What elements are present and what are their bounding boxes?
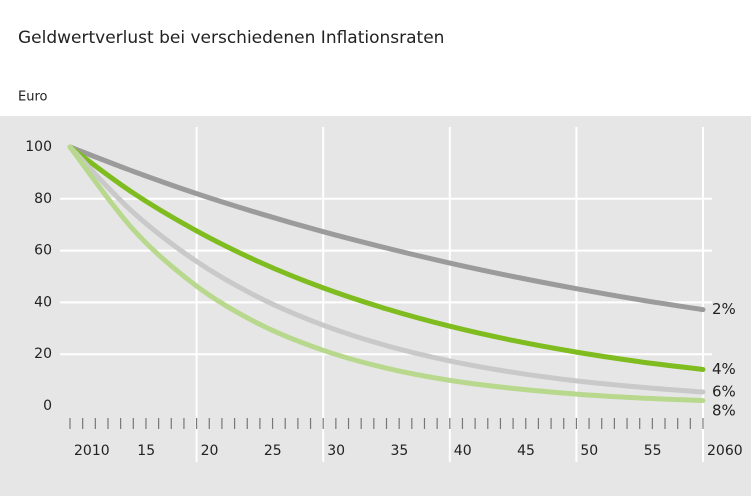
chart-title: Geldwertverlust bei verschiedenen Inflat… [18, 28, 444, 48]
x-tick-label: 2010 [74, 443, 110, 459]
x-tick-label: 40 [454, 443, 472, 459]
x-tick-label: 35 [391, 443, 409, 459]
line [67, 144, 706, 395]
x-tick-label: 20 [201, 443, 219, 459]
series-label: 2% [712, 300, 736, 318]
x-tick-label: 45 [517, 443, 535, 459]
x-tick-label: 2060 [707, 443, 743, 459]
y-tick-label: 60 [34, 243, 52, 259]
y-tick-label: 20 [34, 346, 52, 362]
y-tick-label: 100 [25, 139, 52, 155]
line [67, 144, 706, 313]
y-tick-label: 80 [34, 191, 52, 207]
series-label: 6% [712, 383, 736, 401]
x-tick-label: 55 [644, 443, 662, 459]
line [67, 144, 706, 372]
y-axis-label: Euro [18, 90, 48, 105]
y-tick-label: 40 [34, 294, 52, 310]
x-tick-label: 15 [137, 443, 155, 459]
x-tick-label: 50 [580, 443, 598, 459]
series-label: 4% [712, 360, 736, 378]
series-label: 8% [712, 402, 736, 420]
x-tick-label: 25 [264, 443, 282, 459]
y-tick-label: 0 [43, 398, 52, 414]
x-tick-label: 30 [327, 443, 345, 459]
line [67, 144, 706, 404]
